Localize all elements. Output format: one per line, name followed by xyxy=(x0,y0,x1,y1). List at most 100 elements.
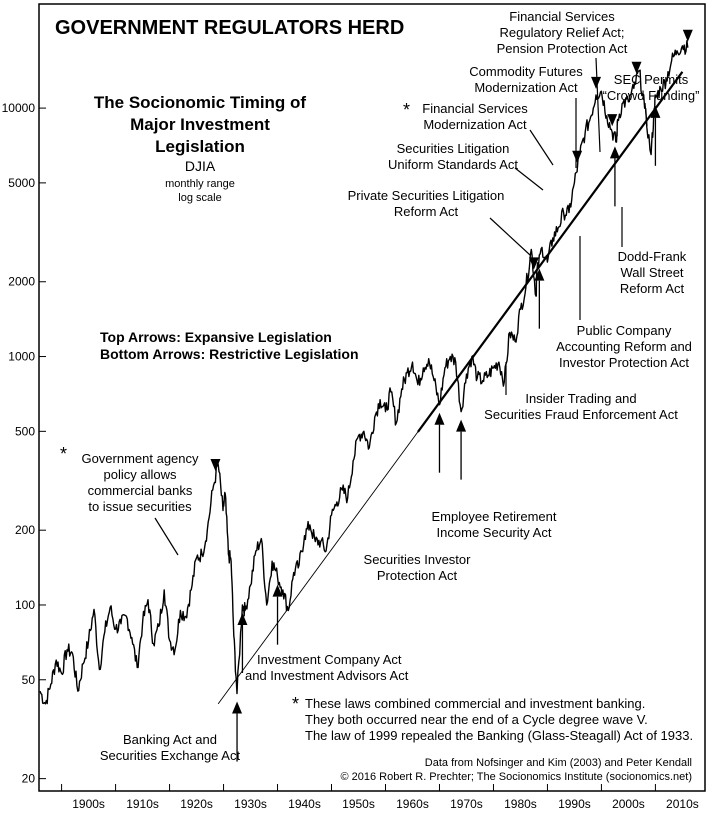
expansive-arrow xyxy=(528,257,539,270)
svg-text:The law of 1999 repealed the B: The law of 1999 repealed the Banking (Gl… xyxy=(305,728,693,743)
x-tick-label: 2010s xyxy=(666,797,699,811)
annotation-sarbanes-oxley: Public Company Accounting Reform and Inv… xyxy=(556,323,692,370)
series-label: DJIA xyxy=(185,158,216,174)
trendline-upper xyxy=(416,71,684,433)
svg-text:Securities Fraud Enforcement A: Securities Fraud Enforcement Act xyxy=(484,407,678,422)
restrictive-arrow xyxy=(237,612,248,625)
y-tick-label: 5000 xyxy=(8,176,35,190)
subtitle-line-1: The Socionomic Timing of xyxy=(94,93,307,112)
restrictive-arrow xyxy=(272,584,283,597)
svg-text:Financial Services: Financial Services xyxy=(422,101,528,116)
annotation-investment-company-act: Investment Company Act and Investment Ad… xyxy=(245,652,409,683)
svg-text:Reform Act: Reform Act xyxy=(394,204,459,219)
y-tick-label: 10000 xyxy=(2,101,36,115)
svg-text:Wall Street: Wall Street xyxy=(620,265,683,280)
subtitle-line-3: Legislation xyxy=(155,137,245,156)
legend-bottom-arrows: Bottom Arrows: Restrictive Legislation xyxy=(100,346,359,362)
trendline xyxy=(217,431,419,705)
expansive-arrow xyxy=(210,458,221,471)
expansive-arrow xyxy=(572,150,583,163)
x-tick-label: 1990s xyxy=(558,797,591,811)
svg-text:Income Security Act: Income Security Act xyxy=(437,525,552,540)
annotation-sipa: Securities Investor Protection Act xyxy=(364,552,472,583)
expansive-arrows xyxy=(210,29,693,471)
svg-text:*: * xyxy=(60,444,67,464)
svg-text:Dodd-Frank: Dodd-Frank xyxy=(618,249,687,264)
svg-text:Securities Litigation: Securities Litigation xyxy=(397,141,510,156)
source-line-2: © 2016 Robert R. Prechter; The Socionomi… xyxy=(340,771,692,783)
y-tick-label: 2000 xyxy=(8,275,35,289)
series-note-1: monthly range xyxy=(165,178,235,190)
annotation-banking-act: Banking Act and Securities Exchange Act xyxy=(100,732,241,763)
svg-text:Protection Act: Protection Act xyxy=(377,568,458,583)
djia-series-line xyxy=(39,40,689,705)
annotation-cfma: Commodity Futures Modernization Act xyxy=(469,64,583,95)
chart-frame xyxy=(38,3,706,792)
restrictive-arrow xyxy=(232,701,243,714)
svg-text:Insider Trading and: Insider Trading and xyxy=(525,391,636,406)
svg-text:Securities Exchange Act: Securities Exchange Act xyxy=(100,748,241,763)
chart-title: GOVERNMENT REGULATORS HERD xyxy=(55,17,404,39)
restrictive-arrow xyxy=(434,412,445,425)
legend-top-arrows: Top Arrows: Expansive Legislation xyxy=(100,329,332,345)
annotation-pslra: Private Securities Litigation Reform Act xyxy=(348,188,505,219)
annotation-dodd-frank: Dodd-Frank Wall Street Reform Act xyxy=(618,249,687,296)
restrictive-arrow xyxy=(650,105,661,118)
x-tick-label: 1950s xyxy=(342,797,375,811)
x-tick-label: 1930s xyxy=(234,797,267,811)
label-pointers xyxy=(154,57,648,556)
x-tick-label: 2000s xyxy=(612,797,645,811)
y-tick-label: 20 xyxy=(22,772,36,786)
restrictive-arrow xyxy=(609,146,620,159)
source-line-1: Data from Nofsinger and Kim (2003) and P… xyxy=(425,757,692,769)
svg-text:Uniform Standards Act: Uniform Standards Act xyxy=(388,157,518,172)
expansive-arrow xyxy=(591,76,602,89)
x-tick-label: 1970s xyxy=(450,797,483,811)
expansive-arrow xyxy=(631,61,642,74)
expansive-arrow xyxy=(607,114,618,127)
svg-text:“Crowd Funding”: “Crowd Funding” xyxy=(603,88,700,103)
y-tick-label: 100 xyxy=(15,598,35,612)
svg-text:Modernization Act: Modernization Act xyxy=(474,80,578,95)
svg-text:Accounting Reform and: Accounting Reform and xyxy=(556,339,692,354)
series-note-2: log scale xyxy=(178,192,221,204)
svg-text:Pension Protection Act: Pension Protection Act xyxy=(497,41,628,56)
svg-text:SEC Permits: SEC Permits xyxy=(614,72,689,87)
restrictive-arrows xyxy=(232,105,661,762)
expansive-arrow xyxy=(682,29,693,42)
svg-text:commercial banks: commercial banks xyxy=(88,483,193,498)
annotation-fsrra: Financial Services Regulatory Relief Act… xyxy=(497,9,628,56)
svg-text:Regulatory Relief Act;: Regulatory Relief Act; xyxy=(499,25,624,40)
restrictive-arrow xyxy=(534,268,545,281)
svg-text:to issue securities: to issue securities xyxy=(88,499,192,514)
subtitle-line-2: Major Investment xyxy=(130,115,270,134)
annotation-sec-crowdfunding: SEC Permits “Crowd Funding” xyxy=(603,72,700,103)
y-tick-label: 1000 xyxy=(8,350,35,364)
y-axis: 20 50 100 200 500 1000 2000 5000 10000 xyxy=(2,101,46,786)
svg-text:*: * xyxy=(292,694,299,714)
svg-text:Reform Act: Reform Act xyxy=(620,281,685,296)
svg-text:policy allows: policy allows xyxy=(104,467,177,482)
x-tick-label: 1980s xyxy=(504,797,537,811)
svg-text:These laws combined commercial: These laws combined commercial and inves… xyxy=(305,696,645,711)
x-tick-label: 1910s xyxy=(126,797,159,811)
annotation-insider-trading: Insider Trading and Securities Fraud Enf… xyxy=(484,391,678,422)
svg-text:and Investment Advisors Act: and Investment Advisors Act xyxy=(245,668,409,683)
annotation-gov-agency: * Government agency policy allows commer… xyxy=(60,444,199,514)
svg-text:Government agency: Government agency xyxy=(81,451,199,466)
svg-text:Public Company: Public Company xyxy=(577,323,672,338)
svg-text:Banking Act and: Banking Act and xyxy=(123,732,217,747)
svg-text:Private Securities Litigation: Private Securities Litigation xyxy=(348,188,505,203)
y-tick-label: 50 xyxy=(22,673,36,687)
x-axis: 1900s 1910s 1920s 1930s 1940s 1950s 1960s 1970s… xyxy=(61,784,699,811)
svg-text:Commodity Futures: Commodity Futures xyxy=(469,64,583,79)
svg-text:Modernization Act: Modernization Act xyxy=(423,117,527,132)
x-tick-label: 1940s xyxy=(288,797,321,811)
footnote: * These laws combined commercial and inv… xyxy=(292,694,693,743)
svg-text:Financial Services: Financial Services xyxy=(509,9,615,24)
x-tick-label: 1920s xyxy=(180,797,213,811)
y-tick-label: 200 xyxy=(15,523,35,537)
annotation-slusa: Securities Litigation Uniform Standards … xyxy=(388,141,518,172)
svg-text:Securities Investor: Securities Investor xyxy=(364,552,472,567)
